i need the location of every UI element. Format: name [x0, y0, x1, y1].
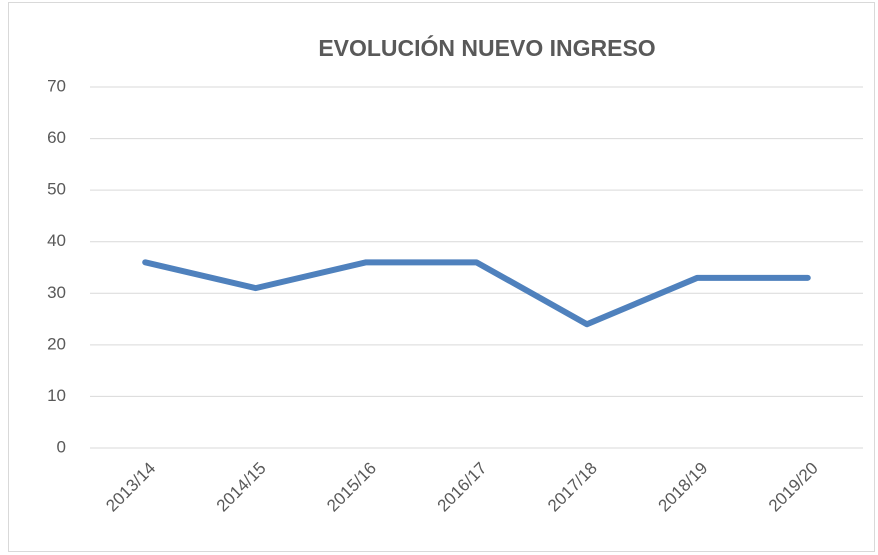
y-tick-label: 70: [47, 76, 66, 95]
y-tick-label: 50: [47, 180, 66, 199]
data-line: [142, 259, 811, 328]
y-tick-label: 20: [47, 334, 66, 353]
y-tick-label: 30: [47, 283, 66, 302]
y-tick-label: 10: [47, 386, 66, 405]
y-tick-label: 0: [57, 437, 66, 456]
y-tick-label: 40: [47, 231, 66, 250]
chart-title: EVOLUCIÓN NUEVO INGRESO: [318, 34, 655, 61]
y-tick-label: 60: [47, 128, 66, 147]
